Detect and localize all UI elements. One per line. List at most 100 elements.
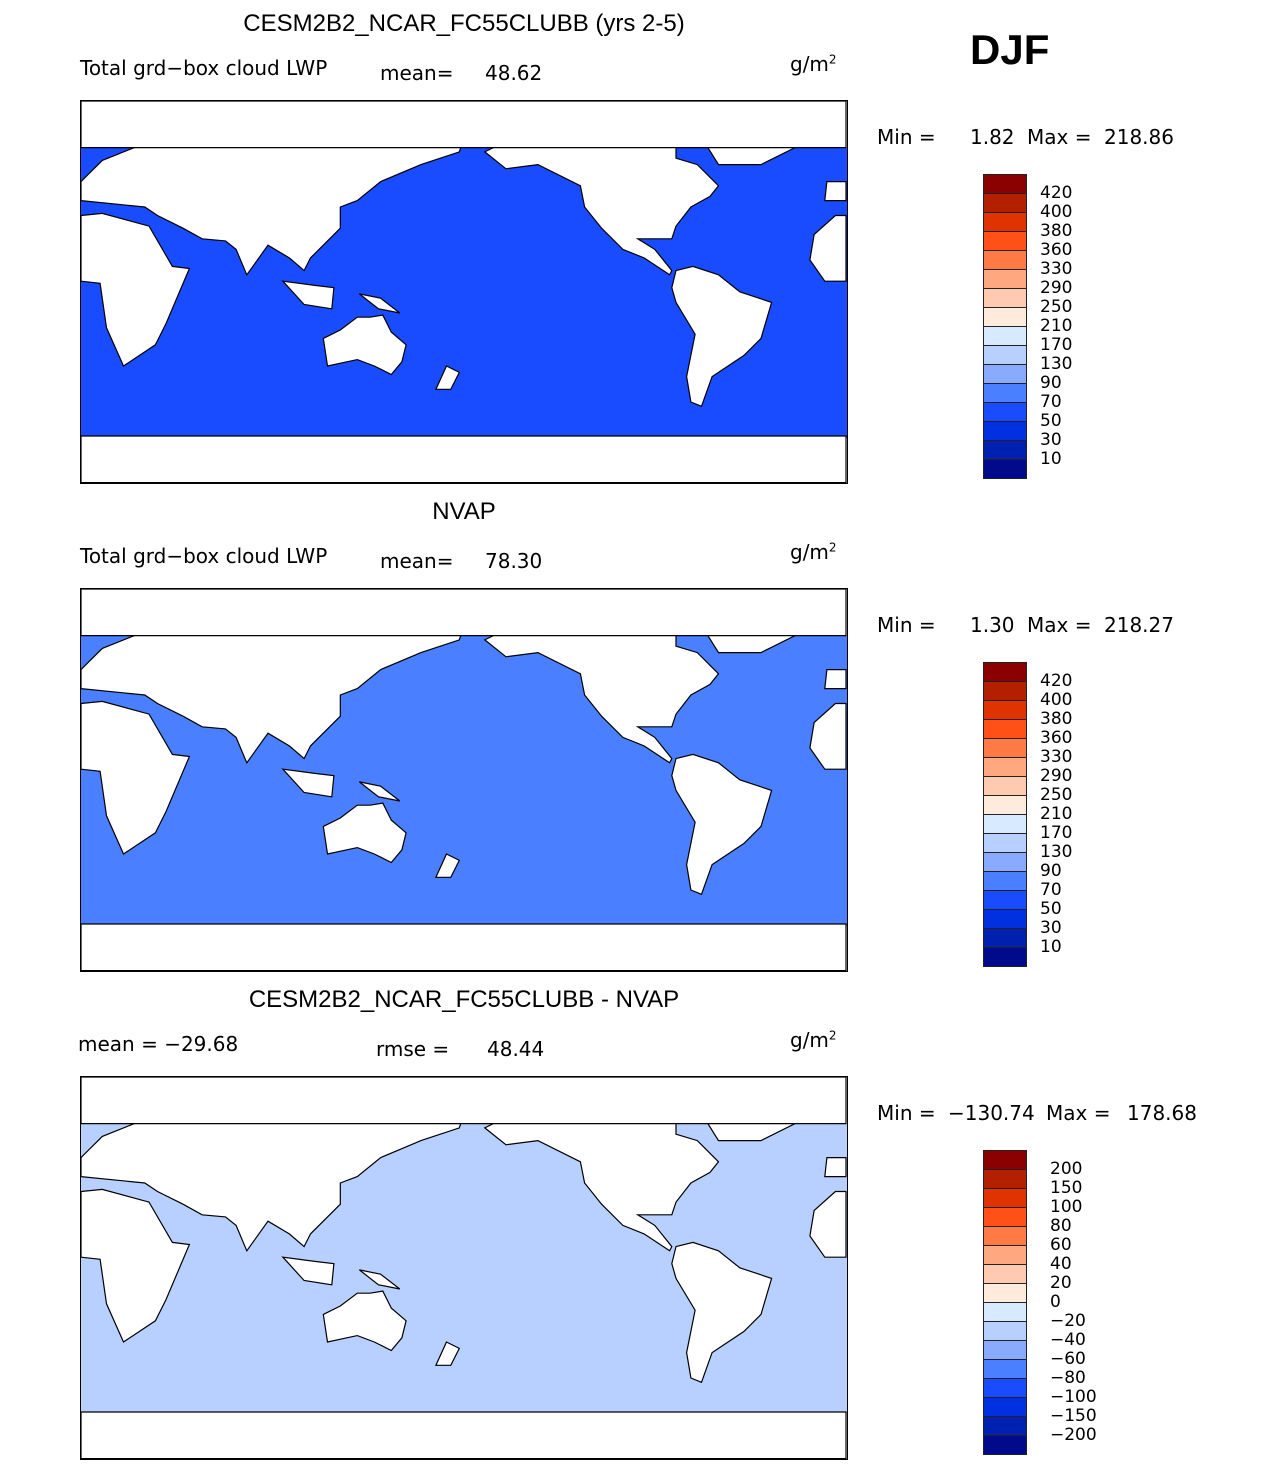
colorbar-swatch	[983, 403, 1027, 422]
colorbar-swatch	[983, 720, 1027, 739]
units-text: g/m	[790, 52, 829, 76]
colorbar-tick-label: 70	[1040, 880, 1062, 900]
colorbar-tick-label: 400	[1040, 690, 1073, 710]
contour-map	[81, 1077, 847, 1459]
mean-label: mean=	[380, 61, 454, 85]
colorbar-tick-label: 30	[1040, 430, 1062, 450]
panel-left-label: Total grd−box cloud LWP	[80, 544, 328, 568]
colorbar-tick-label: 130	[1040, 842, 1073, 862]
min-label: Min =	[877, 1101, 936, 1125]
colorbar-swatch	[983, 1265, 1027, 1284]
map-panel	[80, 1076, 848, 1460]
mean-label: mean=	[380, 549, 454, 573]
coastline	[359, 781, 401, 802]
units-text: g/m	[790, 1028, 829, 1052]
colorbar	[983, 1150, 1027, 1455]
colorbar-swatch	[983, 289, 1027, 308]
colorbar-swatch	[983, 1208, 1027, 1227]
max-label: Max =	[1046, 1101, 1111, 1125]
coastline	[434, 1341, 461, 1366]
season-label: DJF	[970, 26, 1050, 73]
contour-region	[174, 234, 295, 335]
colorbar-swatch	[983, 1303, 1027, 1322]
colorbar-tick-label: 210	[1040, 316, 1073, 336]
mean-value: 78.30	[485, 549, 543, 573]
max-value: 178.68	[1127, 1101, 1197, 1125]
colorbar-swatch	[983, 777, 1027, 796]
colorbar-swatch	[983, 796, 1027, 815]
mean-value: 48.44	[487, 1037, 545, 1061]
colorbar-swatch	[983, 422, 1027, 441]
colorbar-tick-label: 20	[1050, 1273, 1072, 1293]
coastline	[81, 1411, 847, 1459]
colorbar-tick-label: 0	[1050, 1292, 1061, 1312]
colorbar-swatch	[983, 701, 1027, 720]
coastline	[434, 365, 461, 390]
contour-region	[290, 862, 791, 927]
map-panel	[80, 588, 848, 972]
coastline	[81, 101, 847, 149]
colorbar-tick-label: 420	[1040, 671, 1073, 691]
panel-left-label: Total grd−box cloud LWP	[80, 56, 328, 80]
coastline	[81, 1188, 191, 1343]
contour-region	[445, 1227, 666, 1248]
contour-region	[395, 1268, 716, 1359]
colorbar-tick-label: 60	[1050, 1235, 1072, 1255]
coastline	[81, 435, 847, 483]
colorbar-swatch	[983, 1360, 1027, 1379]
max-label: Max =	[1027, 613, 1092, 637]
colorbar-swatch	[983, 1189, 1027, 1208]
colorbar-swatch	[983, 872, 1027, 891]
colorbar-swatch	[983, 232, 1027, 251]
coastline	[281, 1256, 335, 1286]
colorbar-tick-label: 420	[1040, 183, 1073, 203]
colorbar-swatch	[983, 815, 1027, 834]
colorbar-swatch	[983, 1170, 1027, 1189]
colorbar-tick-label: −200	[1050, 1425, 1097, 1445]
coastline	[671, 753, 773, 896]
coastline	[281, 768, 335, 798]
coastline	[322, 802, 407, 864]
colorbar-swatch	[983, 1417, 1027, 1436]
colorbar-tick-label: 10	[1040, 449, 1062, 469]
colorbar-swatch	[983, 758, 1027, 777]
colorbar-tick-label: 400	[1040, 202, 1073, 222]
colorbar-swatch	[983, 270, 1027, 289]
units-label: g/m2	[790, 52, 837, 76]
colorbar-swatch	[983, 441, 1027, 460]
colorbar-swatch	[983, 213, 1027, 232]
coastline	[809, 702, 847, 770]
colorbar	[983, 662, 1027, 967]
colorbar-tick-label: 210	[1040, 804, 1073, 824]
min-label: Min =	[877, 613, 936, 637]
colorbar-tick-label: −150	[1050, 1406, 1097, 1426]
colorbar-tick-label: −40	[1050, 1330, 1086, 1350]
colorbar-tick-label: 330	[1040, 747, 1073, 767]
coastline	[322, 314, 407, 376]
contour-region	[682, 1170, 783, 1251]
colorbar-swatch	[983, 948, 1027, 967]
coastline	[81, 923, 847, 971]
coastline	[824, 1156, 847, 1178]
colorbar-swatch	[983, 739, 1027, 758]
map-panel	[80, 100, 848, 484]
colorbar-tick-label: 290	[1040, 766, 1073, 786]
coastline	[81, 1077, 847, 1125]
contour-region	[282, 259, 723, 340]
units-label: g/m2	[790, 1028, 837, 1052]
max-value: 218.86	[1104, 125, 1174, 149]
colorbar-tick-label: 360	[1040, 728, 1073, 748]
colorbar-tick-label: 360	[1040, 240, 1073, 260]
colorbar-tick-label: −80	[1050, 1368, 1086, 1388]
colorbar-swatch	[983, 929, 1027, 948]
units-label: g/m2	[790, 540, 837, 564]
colorbar-swatch	[983, 460, 1027, 479]
colorbar-tick-label: −100	[1050, 1387, 1097, 1407]
colorbar-tick-label: 30	[1040, 918, 1062, 938]
contour-region	[682, 694, 783, 775]
colorbar-swatch	[983, 1227, 1027, 1246]
min-value: 1.82	[970, 125, 1015, 149]
colorbar-tick-label: −20	[1050, 1311, 1086, 1331]
coastline	[81, 212, 191, 367]
max-value: 218.27	[1104, 613, 1174, 637]
